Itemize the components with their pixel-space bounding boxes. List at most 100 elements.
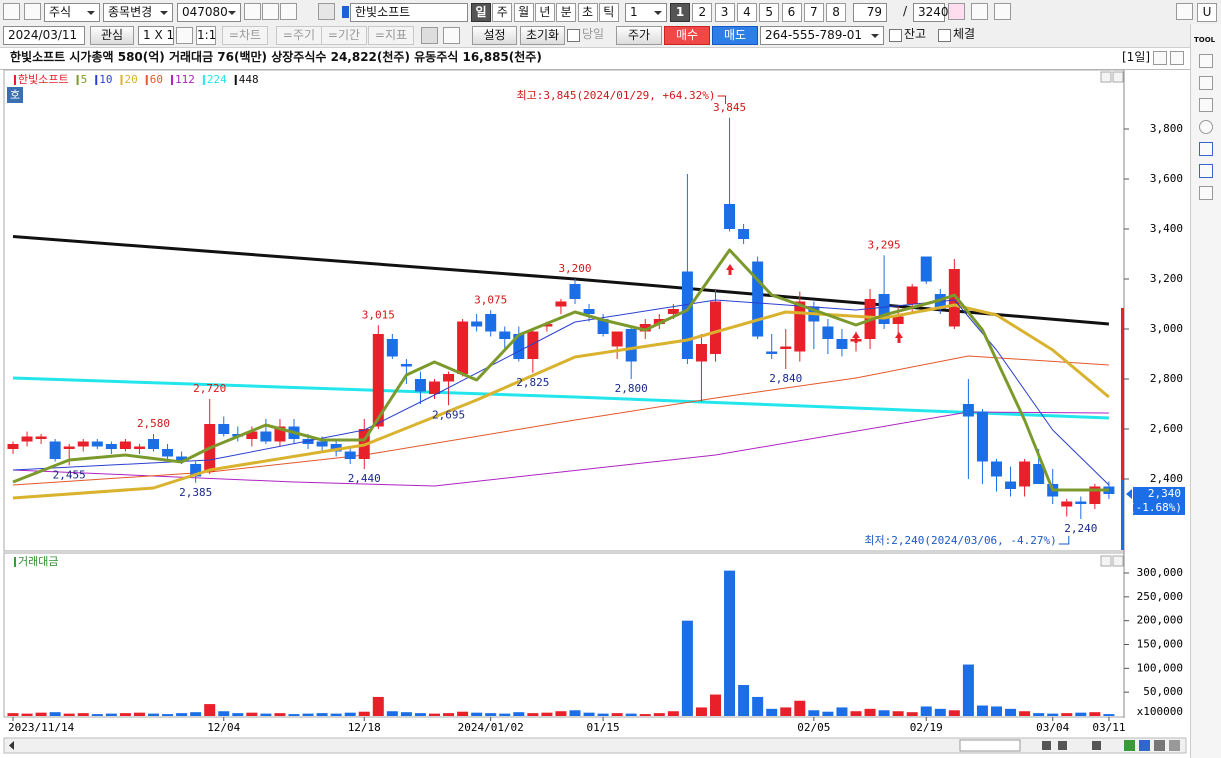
candle-body <box>77 441 89 447</box>
date-input[interactable]: 2024/03/11 <box>3 26 85 45</box>
u-button[interactable]: U <box>1197 3 1217 22</box>
hoga-button[interactable] <box>7 87 23 103</box>
panel-btn[interactable] <box>1112 555 1124 567</box>
zoom-out[interactable] <box>1042 741 1051 750</box>
panel-btn[interactable] <box>1112 71 1124 83</box>
page-button[interactable]: 3 <box>714 3 735 22</box>
sell-button[interactable]: 매도 <box>712 26 758 45</box>
pen-tool[interactable] <box>1199 54 1213 68</box>
volume-bar <box>35 712 47 716</box>
cross-icon[interactable] <box>421 27 438 44</box>
tab-button[interactable]: =차트 <box>222 26 268 45</box>
volume-bar <box>948 710 960 716</box>
ratio-button[interactable]: 1:1 <box>196 26 216 45</box>
save[interactable] <box>1139 740 1150 751</box>
period-button[interactable]: 일 <box>471 3 491 22</box>
today-check[interactable]: 당일 <box>566 26 612 45</box>
erase-tool[interactable] <box>1199 186 1213 200</box>
candle-body <box>485 314 497 332</box>
nav-icon[interactable] <box>280 3 297 20</box>
period-button[interactable]: 분 <box>556 3 577 22</box>
search-icon[interactable] <box>244 3 261 20</box>
price-button[interactable]: 주가 <box>616 26 662 45</box>
x-tick-label: 02/19 <box>910 721 943 734</box>
market-select[interactable]: 주식 <box>44 3 100 22</box>
volume-bar <box>752 696 764 716</box>
code-input[interactable]: 047080 <box>177 3 241 22</box>
zoom-in[interactable] <box>1058 741 1067 750</box>
volume-bar <box>1005 708 1017 716</box>
period-button[interactable]: 틱 <box>598 3 619 22</box>
price-label: 2,385 <box>179 486 212 499</box>
won-icon[interactable] <box>443 27 460 44</box>
candle-body <box>190 464 202 477</box>
page-button[interactable]: 4 <box>736 3 757 22</box>
page-button[interactable]: 5 <box>759 3 780 22</box>
action-button[interactable]: 초기화 <box>520 26 565 45</box>
page-button[interactable]: 7 <box>803 3 824 22</box>
stock-name[interactable]: 한빛소프트 <box>350 3 468 22</box>
rect-tool[interactable] <box>1199 98 1213 112</box>
option-check[interactable]: 잔고 <box>888 26 934 45</box>
up-icon[interactable] <box>24 3 41 20</box>
pin-icon[interactable] <box>3 3 20 20</box>
circle-tool[interactable] <box>1199 120 1213 134</box>
fit[interactable] <box>1169 740 1180 751</box>
candle-body <box>555 301 567 307</box>
layout-input[interactable]: 1 X 1 <box>138 26 174 45</box>
option-check[interactable]: 체결 <box>937 26 983 45</box>
grid-icon[interactable] <box>318 3 335 20</box>
settings-icon[interactable] <box>994 3 1011 20</box>
volume-bar <box>429 713 440 716</box>
panel-btn[interactable] <box>1100 555 1112 567</box>
line-tool[interactable] <box>1199 76 1213 90</box>
undo-tool[interactable] <box>1199 142 1213 156</box>
candle-body <box>176 456 188 462</box>
stop[interactable] <box>1092 741 1101 750</box>
y-tick-label: 2,800 <box>1150 372 1183 385</box>
buy-button[interactable]: 매수 <box>664 26 710 45</box>
candle-body <box>625 329 637 362</box>
page-button[interactable]: 8 <box>826 3 847 22</box>
page-button[interactable]: 1 <box>670 3 690 22</box>
period-button[interactable]: 년 <box>534 3 555 22</box>
next-icon[interactable] <box>1176 3 1193 20</box>
tab-button[interactable]: =지표 <box>368 26 414 45</box>
action-button[interactable]: 설정 <box>472 26 517 45</box>
tab-button[interactable]: =기간 <box>321 26 367 45</box>
change-select[interactable]: 종목변경 <box>103 3 173 22</box>
count-input[interactable]: 79 <box>853 3 887 22</box>
scrollbar[interactable] <box>3 737 1187 754</box>
period-button[interactable]: 주 <box>492 3 513 22</box>
panel-btn[interactable] <box>1100 71 1112 83</box>
tab-button[interactable]: =주기 <box>276 26 322 45</box>
tool-icon[interactable] <box>948 3 965 20</box>
save-icon[interactable] <box>971 3 988 20</box>
volume-bar <box>920 706 932 716</box>
moving-average <box>12 248 1109 492</box>
scroll-thumb[interactable] <box>959 739 1021 752</box>
scroll-left[interactable] <box>9 741 14 750</box>
last-tag <box>1133 487 1185 515</box>
watch-button[interactable]: 관심 <box>90 26 134 45</box>
page-button[interactable]: 2 <box>692 3 713 22</box>
page-button[interactable]: 6 <box>781 3 802 22</box>
period-value[interactable]: 1 <box>625 3 667 22</box>
hoga-label: 호 <box>10 89 20 102</box>
candle-body <box>583 309 595 314</box>
period-button[interactable]: 월 <box>513 3 534 22</box>
y-tick-label: 3,400 <box>1150 222 1183 235</box>
volume-bar <box>1019 711 1031 716</box>
calendar-icon[interactable] <box>176 27 193 44</box>
star-icon[interactable] <box>262 3 279 20</box>
excel[interactable] <box>1124 740 1135 751</box>
print[interactable] <box>1154 740 1165 751</box>
candle-body <box>35 436 47 439</box>
period-button[interactable]: 초 <box>577 3 598 22</box>
max-icon[interactable] <box>1153 51 1167 65</box>
account-select[interactable]: 264-555-789-01 <box>760 26 884 45</box>
close-icon[interactable] <box>1170 51 1184 65</box>
volume-bar <box>330 713 342 716</box>
redo-tool[interactable] <box>1199 164 1213 178</box>
candle-body <box>962 404 974 417</box>
